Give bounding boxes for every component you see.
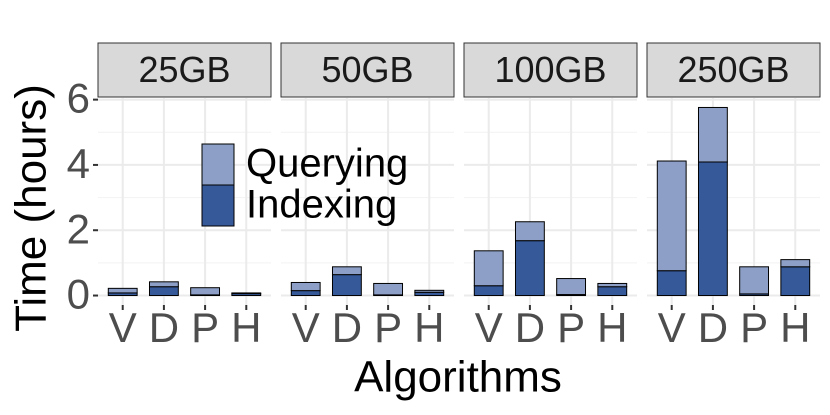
x-tick-label: P: [740, 304, 768, 351]
bar-segment: [780, 266, 811, 297]
bar-segment: [597, 282, 628, 288]
legend-label: Querying: [246, 142, 408, 186]
x-tick-label: D: [515, 304, 545, 351]
bar-segment: [290, 281, 321, 292]
facet-title: 50GB: [321, 49, 413, 90]
facet-strip: [97, 42, 272, 98]
bar-segment: [148, 281, 179, 288]
facet-title: 25GB: [138, 49, 230, 90]
bar-segment: [697, 106, 728, 163]
bar-segment: [473, 285, 504, 297]
x-tick-label: H: [780, 304, 810, 351]
facet-title: 100GB: [494, 49, 606, 90]
bar-segment: [331, 266, 362, 276]
x-tick-label: V: [658, 304, 686, 351]
bar-segment: [290, 290, 321, 297]
bar-segment: [414, 289, 445, 293]
legend-key: [201, 143, 235, 186]
x-tick-label: V: [292, 304, 320, 351]
bar-segment: [597, 286, 628, 297]
x-tick-label: P: [374, 304, 402, 351]
bar-segment: [373, 282, 404, 296]
bar-segment: [656, 160, 687, 272]
bar-segment: [331, 274, 362, 297]
bar-segment: [780, 259, 811, 268]
bar-segment: [739, 266, 770, 295]
facet-strip: [646, 42, 821, 98]
x-tick-label: P: [557, 304, 585, 351]
y-tick-label: 4: [67, 140, 90, 187]
bar-segment: [473, 250, 504, 287]
bar-segment: [556, 278, 587, 296]
facet-title: 250GB: [677, 49, 789, 90]
bar-segment: [107, 287, 138, 294]
legend-key: [201, 184, 235, 227]
legend-label: Indexing: [246, 183, 397, 227]
x-tick-label: D: [698, 304, 728, 351]
bar-segment: [190, 287, 221, 296]
x-axis-title: Algorithms: [354, 353, 562, 402]
y-tick-label: 0: [67, 271, 90, 318]
x-tick-label: D: [332, 304, 362, 351]
facet-strip: [280, 42, 455, 98]
bar-segment: [656, 270, 687, 297]
bar-segment: [514, 221, 545, 242]
y-tick-label: 2: [67, 205, 90, 252]
y-tick-label: 6: [67, 75, 90, 122]
x-tick-label: H: [597, 304, 627, 351]
bar-segment: [148, 286, 179, 297]
y-axis-title: Time (hours): [7, 84, 56, 332]
facet-strip: [463, 42, 638, 98]
x-tick-label: H: [414, 304, 444, 351]
x-tick-label: D: [149, 304, 179, 351]
x-tick-label: P: [191, 304, 219, 351]
x-tick-label: V: [475, 304, 503, 351]
bar-segment: [514, 240, 545, 297]
x-tick-label: V: [109, 304, 137, 351]
bar-segment: [231, 292, 262, 295]
x-tick-label: H: [231, 304, 261, 351]
bar-segment: [697, 161, 728, 297]
